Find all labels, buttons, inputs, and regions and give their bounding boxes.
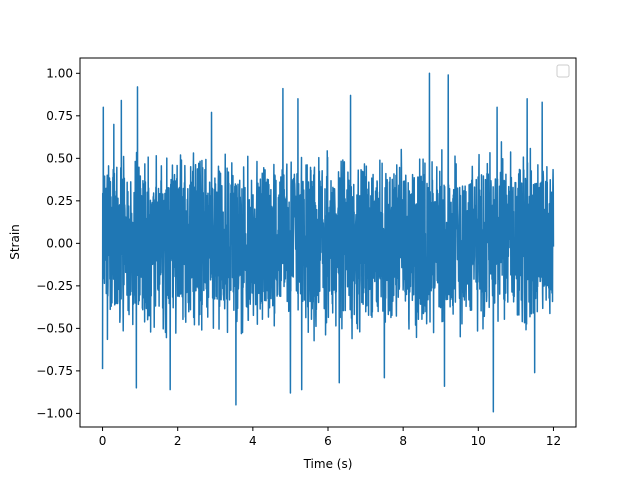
x-tick-label: 0 (99, 434, 107, 448)
x-tick-label: 12 (546, 434, 561, 448)
y-tick-label: 0.00 (46, 236, 73, 250)
y-tick-label: 0.25 (46, 194, 73, 208)
series-strain (101, 72, 555, 413)
x-tick-label: 4 (249, 434, 257, 448)
y-axis-label: Strain (8, 224, 22, 260)
strain-line (101, 72, 555, 413)
y-tick-label: −0.25 (36, 279, 73, 293)
y-axis: −1.00 −0.75 −0.50 −0.25 0.00 0.25 0.50 0.75 1.00 (36, 66, 80, 420)
y-tick-label: −1.00 (36, 406, 73, 420)
y-tick-label: 0.50 (46, 151, 73, 165)
x-tick-label: 2 (174, 434, 182, 448)
y-tick-label: −0.75 (36, 364, 73, 378)
y-tick-label: 0.75 (46, 109, 73, 123)
x-tick-label: 8 (399, 434, 407, 448)
y-tick-label: −0.50 (36, 321, 73, 335)
x-axis-label: Time (s) (303, 457, 353, 471)
y-tick-label: 1.00 (46, 66, 73, 80)
legend-box (556, 64, 570, 78)
x-tick-label: 6 (324, 434, 332, 448)
x-axis: 0 2 4 6 8 10 12 (99, 427, 561, 448)
x-tick-label: 10 (471, 434, 486, 448)
